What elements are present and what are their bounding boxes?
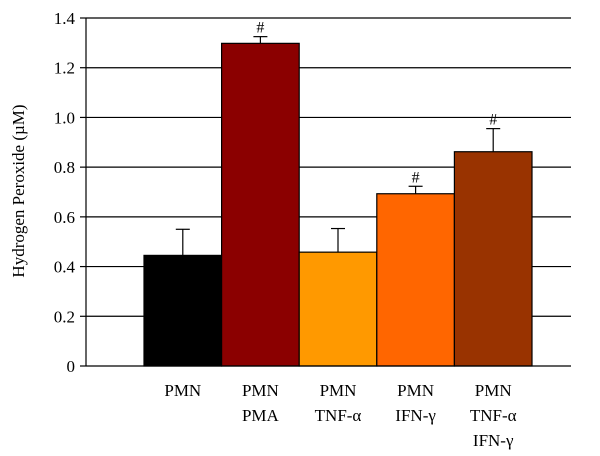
x-category-label: IFN-γ [395, 406, 436, 425]
y-tick-label: 0.4 [54, 258, 76, 277]
x-category-label: PMN [397, 381, 434, 400]
y-tick-labels: 0 0.2 0.4 0.6 0.8 1.0 1.2 1.4 [54, 9, 76, 376]
significance-marks: # # # [256, 20, 497, 187]
y-axis-label: Hydrogen Peroxide (µM) [9, 104, 28, 277]
x-category-labels: PMN PMN PMA PMN TNF-α PMN IFN-γ PMN TNF-α IFN-γ [164, 381, 516, 450]
bar [143, 254, 223, 367]
x-category-label: PMN [164, 381, 201, 400]
error-bars [175, 36, 501, 256]
x-category-label: PMN [320, 381, 357, 400]
y-tick-label: 0 [67, 357, 76, 376]
axes [80, 17, 571, 367]
y-tick-label: 1.0 [54, 108, 75, 127]
significance-mark: # [256, 20, 264, 37]
y-tick-label: 0.2 [54, 307, 75, 326]
x-category-label: PMA [242, 406, 280, 425]
bar [298, 251, 378, 367]
significance-mark: # [412, 169, 420, 186]
y-tick-label: 0.8 [54, 158, 75, 177]
y-tick-label: 1.2 [54, 59, 75, 78]
bar [453, 151, 533, 367]
bar [376, 193, 455, 367]
x-category-label: IFN-γ [473, 431, 514, 450]
x-category-label: TNF-α [470, 406, 517, 425]
x-category-label: PMN [242, 381, 279, 400]
y-tick-label: 0.6 [54, 208, 75, 227]
x-category-label: TNF-α [315, 406, 362, 425]
x-category-label: PMN [475, 381, 512, 400]
bars [143, 42, 533, 367]
bar [221, 42, 300, 367]
significance-mark: # [489, 112, 497, 129]
y-tick-label: 1.4 [54, 9, 76, 28]
